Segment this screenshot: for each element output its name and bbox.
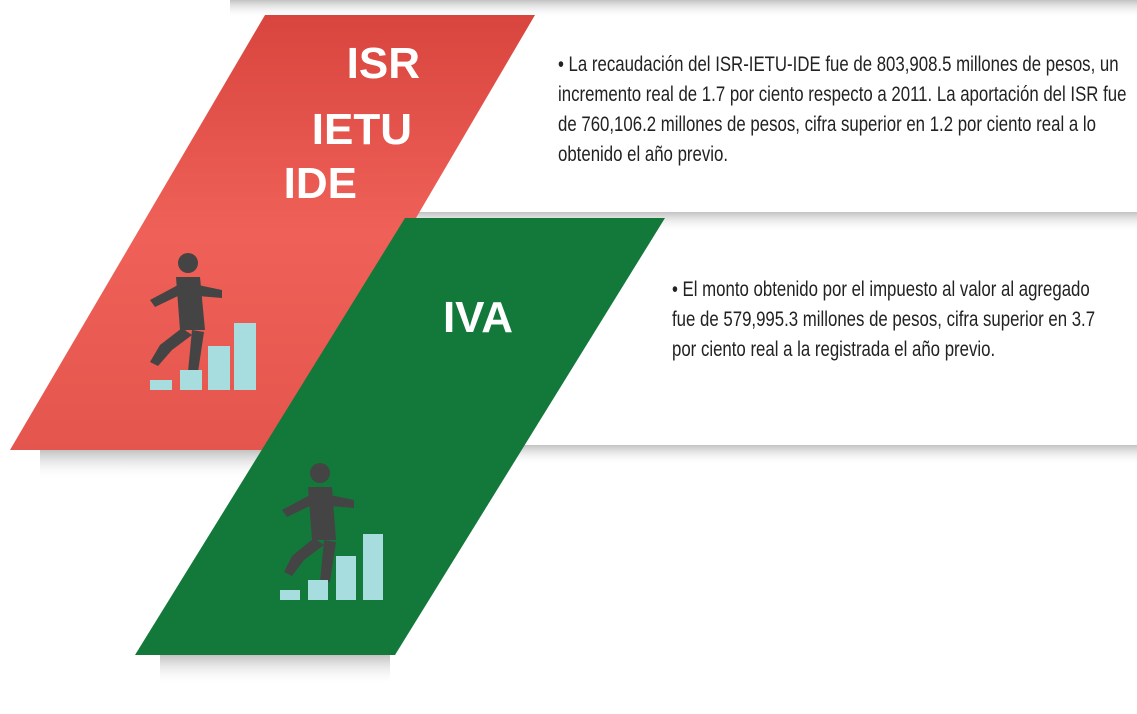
- section-title: IVA: [443, 293, 513, 342]
- section-text: • La recaudación del ISR-IETU-IDE fue de…: [558, 53, 1127, 166]
- red-bars: [150, 323, 256, 390]
- section-title: IETU: [312, 105, 412, 154]
- green-panel: [135, 218, 665, 655]
- shadow-band: [160, 655, 390, 685]
- green-bars: [280, 534, 383, 600]
- red-icon: [150, 253, 222, 372]
- shadow-band: [40, 450, 270, 480]
- green-icon: [282, 463, 354, 582]
- section-text: • El monto obtenido por el impuesto al v…: [672, 278, 1096, 361]
- shadow-band: [230, 0, 1137, 18]
- section-title: ISR: [347, 39, 420, 88]
- section-title: IDE: [284, 159, 357, 208]
- red-panel: [10, 15, 535, 450]
